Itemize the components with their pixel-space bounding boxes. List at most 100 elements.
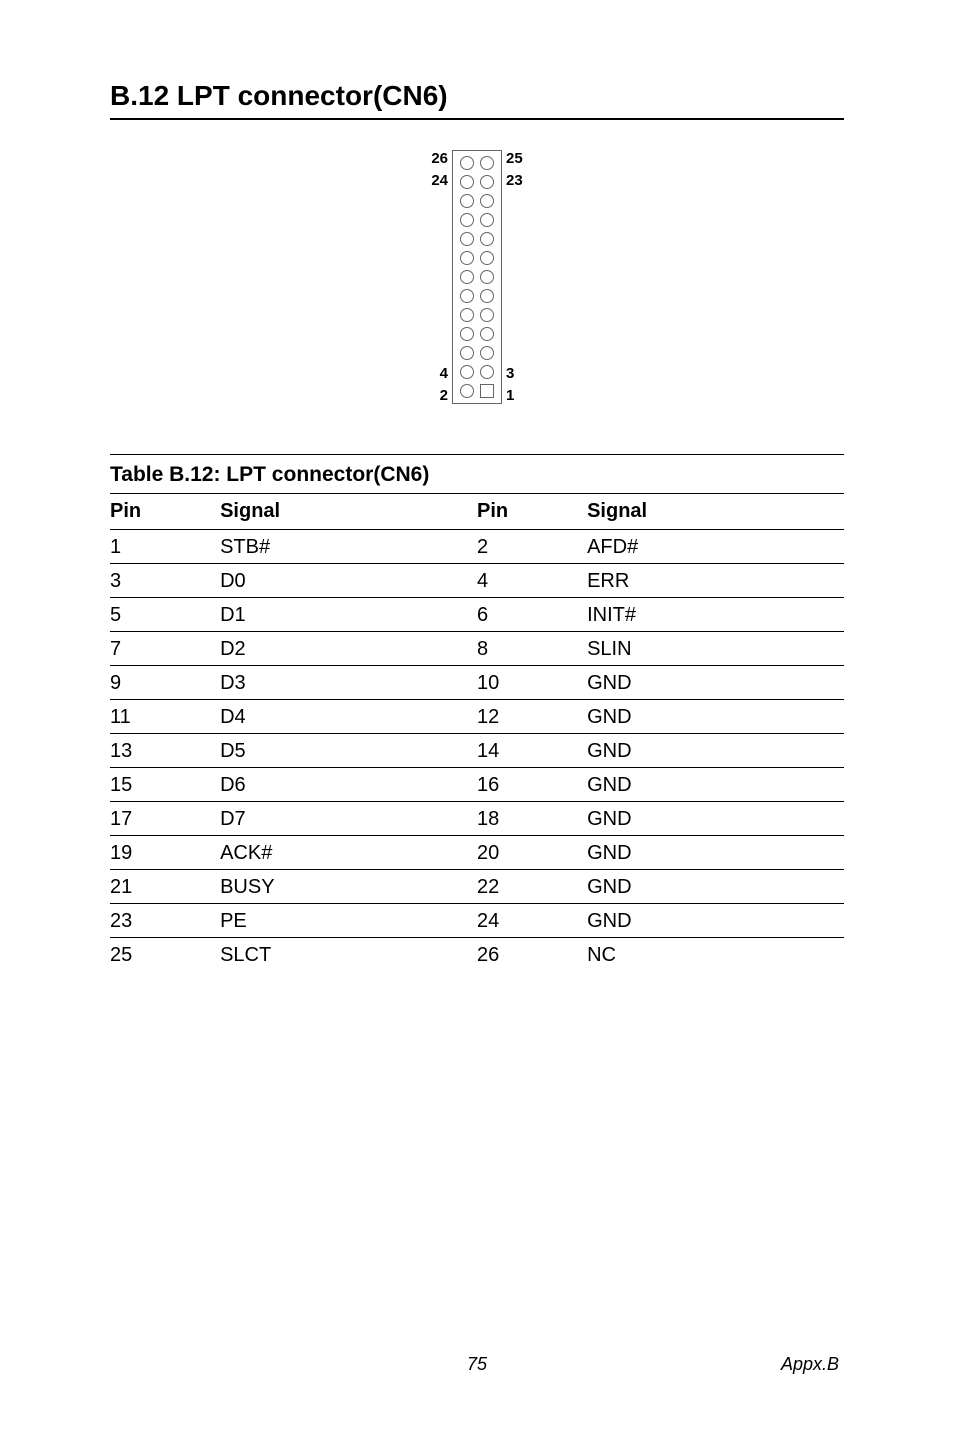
pin-row [459, 156, 495, 170]
table-cell: 23 [110, 904, 220, 938]
table-cell: 13 [110, 734, 220, 768]
pin-hole-icon [460, 289, 474, 303]
pin-hole-icon [480, 175, 494, 189]
table-row: 5D16INIT# [110, 598, 844, 632]
table-cell: GND [587, 836, 844, 870]
pin-row [459, 251, 495, 265]
table-row: 1STB#2AFD# [110, 530, 844, 564]
table-cell: NC [587, 938, 844, 972]
table-cell: 9 [110, 666, 220, 700]
page-footer: 75 Appx.B [0, 1354, 954, 1375]
table-cell: GND [587, 904, 844, 938]
pin-hole-icon [480, 194, 494, 208]
pin-label-4: 4 [424, 365, 448, 382]
pin-hole-icon [480, 232, 494, 246]
pin-hole-icon [480, 308, 494, 322]
table-cell: 15 [110, 768, 220, 802]
pin-hole-icon [460, 175, 474, 189]
table-cell: D7 [220, 802, 477, 836]
table-cell: PE [220, 904, 477, 938]
pin-table: PinSignalPinSignal 1STB#2AFD#3D04ERR5D16… [110, 494, 844, 971]
table-cell: 8 [477, 632, 587, 666]
table-cell: GND [587, 666, 844, 700]
table-cell: 3 [110, 564, 220, 598]
pin-hole-icon [460, 156, 474, 170]
table-cell: 1 [110, 530, 220, 564]
table-cell: AFD# [587, 530, 844, 564]
table-cell: 4 [477, 564, 587, 598]
table-cell: GND [587, 802, 844, 836]
pin-hole-icon [460, 194, 474, 208]
table-cell: 2 [477, 530, 587, 564]
pin-row [459, 194, 495, 208]
pin-hole-icon [460, 327, 474, 341]
pin-hole-icon [480, 346, 494, 360]
table-caption: Table B.12: LPT connector(CN6) [110, 455, 844, 493]
table-cell: 17 [110, 802, 220, 836]
section-heading: B.12 LPT connector(CN6) [110, 80, 844, 112]
pin-hole-icon [460, 346, 474, 360]
page-number: 75 [467, 1354, 487, 1375]
table-cell: BUSY [220, 870, 477, 904]
table-cell: 14 [477, 734, 587, 768]
pin-hole-icon [480, 251, 494, 265]
heading-rule [110, 118, 844, 120]
pin-hole-icon [480, 365, 494, 379]
table-row: 13D514GND [110, 734, 844, 768]
pin-row [459, 308, 495, 322]
pin-label-2: 2 [424, 387, 448, 404]
table-cell: 5 [110, 598, 220, 632]
table-header-cell: Pin [477, 494, 587, 530]
table-cell: 7 [110, 632, 220, 666]
pin-row [459, 384, 495, 398]
table-header-cell: Signal [220, 494, 477, 530]
table-cell: 21 [110, 870, 220, 904]
pin-label-3: 3 [506, 365, 530, 382]
table-header-cell: Signal [587, 494, 844, 530]
pin-hole-icon [480, 289, 494, 303]
pin-row [459, 289, 495, 303]
pin-row [459, 346, 495, 360]
table-cell: 19 [110, 836, 220, 870]
pin1-square-icon [480, 384, 494, 398]
table-cell: 11 [110, 700, 220, 734]
pin-label-24: 24 [424, 172, 448, 189]
table-cell: GND [587, 700, 844, 734]
table-row: 7D28SLIN [110, 632, 844, 666]
table-cell: SLIN [587, 632, 844, 666]
pin-hole-icon [480, 213, 494, 227]
pin-row [459, 213, 495, 227]
table-cell: GND [587, 734, 844, 768]
table-cell: GND [587, 870, 844, 904]
pin-row [459, 232, 495, 246]
pin-label-25: 25 [506, 150, 530, 167]
table-cell: STB# [220, 530, 477, 564]
pin-table-wrapper: Table B.12: LPT connector(CN6) PinSignal… [110, 454, 844, 971]
table-cell: D2 [220, 632, 477, 666]
table-cell: D6 [220, 768, 477, 802]
connector-body [452, 150, 502, 404]
table-cell: 26 [477, 938, 587, 972]
pin-row [459, 327, 495, 341]
pin-row [459, 270, 495, 284]
table-cell: 24 [477, 904, 587, 938]
table-cell: D4 [220, 700, 477, 734]
pin-hole-icon [460, 308, 474, 322]
table-cell: ERR [587, 564, 844, 598]
table-cell: 10 [477, 666, 587, 700]
table-row: 21BUSY22GND [110, 870, 844, 904]
pin-hole-icon [460, 384, 474, 398]
connector-right-labels: 25 23 3 1 [502, 150, 530, 404]
pin-label-26: 26 [424, 150, 448, 167]
pin-hole-icon [480, 270, 494, 284]
table-cell: 20 [477, 836, 587, 870]
table-cell: D5 [220, 734, 477, 768]
connector-diagram: 26 24 4 2 25 23 3 1 [110, 150, 844, 404]
appendix-label: Appx.B [781, 1354, 839, 1375]
table-cell: INIT# [587, 598, 844, 632]
pin-hole-icon [460, 365, 474, 379]
table-cell: ACK# [220, 836, 477, 870]
table-cell: 18 [477, 802, 587, 836]
pin-hole-icon [480, 327, 494, 341]
pin-row [459, 175, 495, 189]
